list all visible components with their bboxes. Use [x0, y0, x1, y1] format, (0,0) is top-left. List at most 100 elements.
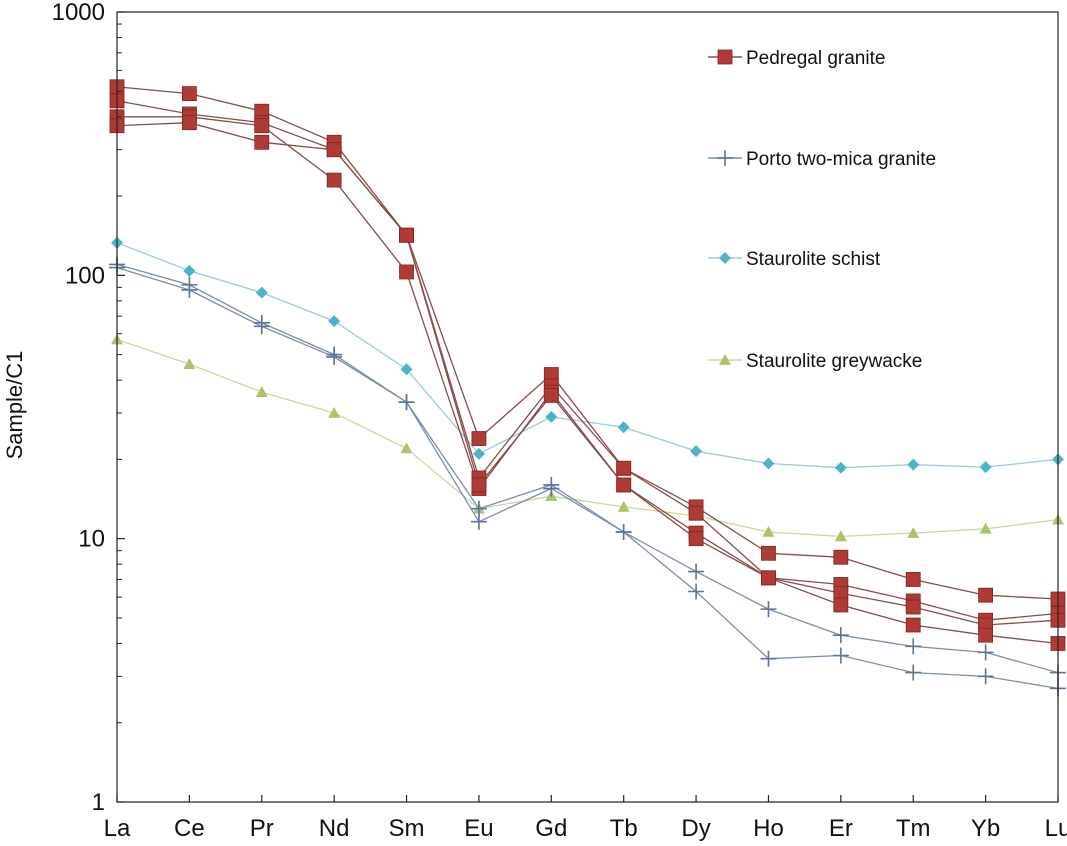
x-tick-label: Nd [319, 815, 350, 842]
x-tick-label: Ce [174, 815, 205, 842]
plot-frame [116, 11, 1059, 803]
data-point-pedregal-granite [905, 617, 921, 633]
data-point-pedregal-granite [905, 572, 921, 587]
data-point-porto-two-mica-granite [181, 281, 198, 298]
y-tick-label: 100 [65, 262, 105, 289]
data-point-staurolite-greywacke [183, 358, 196, 369]
series-line-porto-two-mica-granite [116, 266, 1059, 690]
data-point-staurolite-greywacke [328, 407, 341, 418]
data-point-pedregal-granite [181, 86, 197, 101]
y-tick-label: 1000 [52, 0, 105, 26]
legend-label: Pedregal granite [746, 48, 885, 69]
series-line-staurolite-greywacke [116, 338, 1059, 538]
data-point-pedregal-granite [978, 587, 994, 603]
series-line-porto-two-mica-granite [116, 263, 1059, 674]
data-point-staurolite-schist [907, 458, 920, 471]
series-layer [109, 79, 1066, 697]
data-point-staurolite-greywacke [255, 386, 268, 397]
data-point-staurolite-schist [183, 264, 196, 277]
data-point-staurolite-schist [545, 410, 558, 423]
data-point-porto-two-mica-granite [543, 480, 560, 497]
data-point-porto-two-mica-granite [688, 583, 705, 600]
axis-layer: 1 10 100 1000 La Ce Pr Nd Sm Eu Gd Tb Dy Ho Er Tm Yb Lu [52, 0, 1067, 842]
series-line-pedregal-granite [117, 116, 1059, 626]
data-point-pedregal-granite [616, 460, 632, 476]
data-point-pedregal-granite [761, 570, 776, 586]
data-point-staurolite-greywacke [979, 522, 992, 534]
data-point-staurolite-greywacke [762, 526, 775, 537]
legend: Pedregal granite Porto two-mica granite St… [708, 48, 936, 372]
legend-marker-pedregal-granite [717, 49, 733, 65]
data-point-staurolite-schist [762, 457, 775, 470]
data-point-porto-two-mica-granite [688, 563, 705, 580]
legend-marker-staurolite-greywacke [719, 354, 731, 365]
data-point-pedregal-granite [326, 172, 342, 188]
data-point-pedregal-granite [254, 134, 270, 150]
x-tick-label: Tm [896, 815, 931, 842]
data-point-porto-two-mica-granite [760, 601, 777, 618]
data-point-porto-two-mica-granite [398, 394, 415, 411]
legend-marker-porto-two-mica-granite [717, 150, 733, 166]
x-tick-label: Eu [464, 815, 493, 842]
data-point-pedregal-granite [978, 627, 994, 643]
legend-label: Staurolite greywacke [746, 351, 922, 372]
data-point-pedregal-granite [181, 115, 197, 131]
data-point-porto-two-mica-granite [977, 668, 994, 685]
x-tick-label: Pr [250, 815, 274, 842]
data-point-staurolite-greywacke [907, 527, 920, 538]
data-point-pedregal-granite [833, 597, 849, 613]
x-tick-label: Yb [971, 815, 1000, 842]
y-tick-label: 10 [78, 526, 105, 553]
data-point-staurolite-schist [690, 445, 703, 458]
data-point-pedregal-granite [254, 118, 270, 134]
data-point-staurolite-schist [979, 461, 992, 474]
data-point-pedregal-granite [833, 549, 849, 565]
series-line-pedregal-granite [116, 86, 1059, 600]
data-point-staurolite-schist [472, 447, 485, 460]
x-tick-label: Dy [681, 815, 710, 842]
legend-label: Porto two-mica granite [746, 149, 936, 170]
y-axis-title: Sample/C1 [2, 351, 27, 460]
data-point-staurolite-schist [255, 286, 268, 299]
data-point-staurolite-greywacke [617, 500, 630, 512]
data-point-staurolite-schist [617, 421, 630, 434]
data-point-pedregal-granite [761, 545, 776, 561]
data-point-pedregal-granite [399, 264, 414, 280]
data-point-pedregal-granite [399, 227, 414, 243]
data-point-porto-two-mica-granite [832, 647, 849, 664]
data-point-porto-two-mica-granite [977, 644, 994, 661]
x-tick-label: Lu [1045, 815, 1067, 842]
data-point-porto-two-mica-granite [905, 664, 922, 681]
data-point-pedregal-granite [326, 142, 342, 158]
data-point-staurolite-schist [328, 315, 341, 328]
data-point-porto-two-mica-granite [615, 524, 632, 541]
data-point-pedregal-granite [905, 599, 921, 615]
data-point-porto-two-mica-granite [470, 513, 487, 530]
x-tick-label: La [104, 815, 131, 842]
x-tick-label: Sm [389, 815, 425, 842]
legend-marker-staurolite-schist [719, 252, 731, 264]
data-point-pedregal-granite [616, 477, 632, 493]
data-point-pedregal-granite [688, 505, 704, 521]
data-point-porto-two-mica-granite [905, 638, 922, 655]
legend-label: Staurolite schist [746, 249, 881, 270]
x-tick-label: Gd [535, 815, 567, 842]
data-point-pedregal-granite [471, 431, 487, 446]
data-point-porto-two-mica-granite [326, 348, 343, 365]
x-tick-label: Tb [610, 815, 638, 842]
data-point-pedregal-granite [688, 531, 704, 547]
series-line-pedregal-granite [116, 122, 1059, 645]
data-point-porto-two-mica-granite [760, 650, 777, 667]
data-point-staurolite-schist [400, 363, 413, 376]
data-point-porto-two-mica-granite [253, 318, 270, 335]
data-point-pedregal-granite [543, 387, 559, 403]
data-point-staurolite-greywacke [834, 530, 847, 542]
data-point-staurolite-schist [834, 461, 847, 474]
x-tick-label: Er [829, 815, 853, 842]
x-tick-label: Ho [753, 815, 784, 842]
data-point-staurolite-greywacke [400, 442, 413, 454]
data-point-porto-two-mica-granite [832, 627, 849, 644]
y-tick-label: 1 [92, 789, 105, 816]
data-point-pedregal-granite [471, 477, 487, 493]
